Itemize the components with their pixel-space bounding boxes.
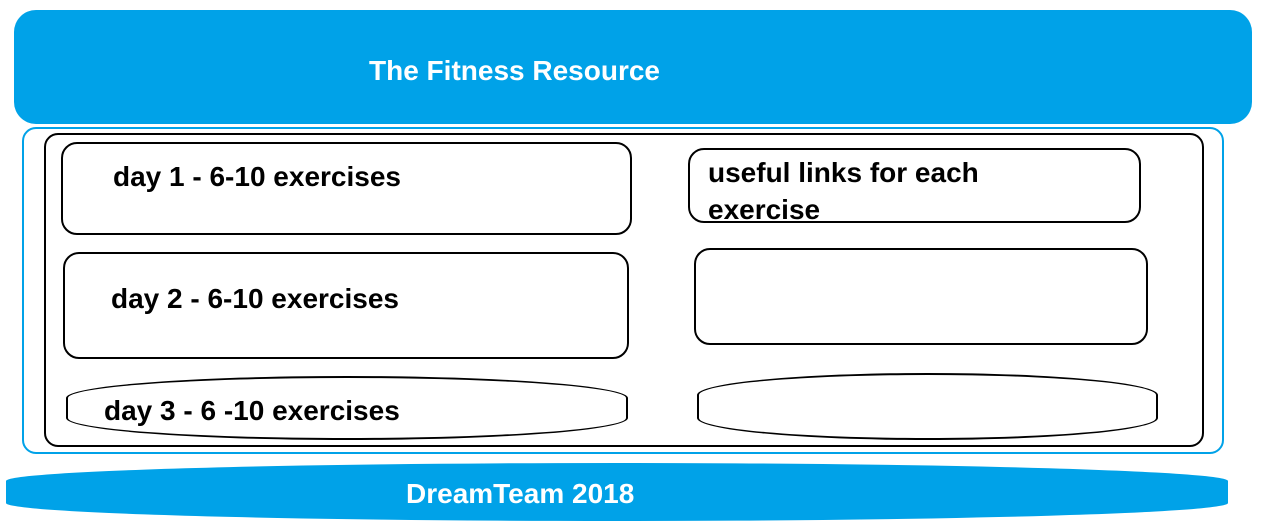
useful-links-label: useful links for each exercise (708, 157, 979, 225)
links-box-3[interactable] (697, 373, 1158, 440)
links-box-2[interactable] (694, 248, 1148, 345)
header-banner: The Fitness Resource (14, 10, 1252, 124)
site-title: The Fitness Resource (369, 55, 660, 86)
useful-links-box[interactable]: useful links for each exercise (688, 148, 1141, 225)
day-3-label: day 3 - 6 -10 exercises (104, 395, 400, 426)
day-1-label: day 1 - 6-10 exercises (113, 161, 401, 192)
footer-banner: DreamTeam 2018 (6, 463, 1228, 521)
content-outer-frame (22, 127, 1224, 454)
content-inner-frame (44, 133, 1204, 447)
day-3-box[interactable]: day 3 - 6 -10 exercises (66, 376, 628, 440)
footer-title: DreamTeam 2018 (406, 478, 635, 509)
day-2-box[interactable]: day 2 - 6-10 exercises (63, 252, 629, 359)
day-1-box[interactable]: day 1 - 6-10 exercises (61, 142, 632, 235)
day-2-label: day 2 - 6-10 exercises (111, 283, 399, 314)
